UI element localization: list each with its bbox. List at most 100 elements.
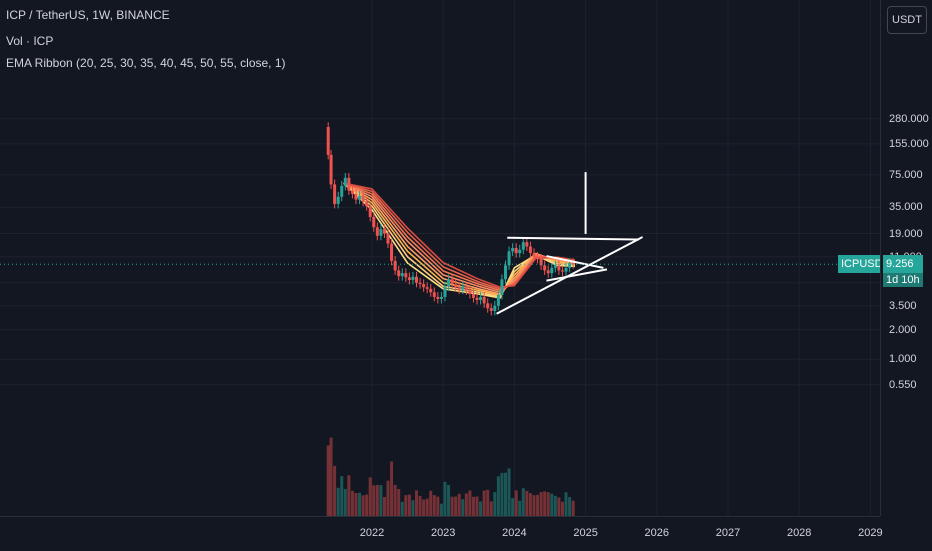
candle-body xyxy=(471,294,475,298)
volume-bar xyxy=(564,492,568,516)
symbol-tag: ICPUSDT xyxy=(838,255,893,274)
candle-body xyxy=(461,286,465,290)
candle-body xyxy=(343,177,347,186)
candle-body xyxy=(450,279,454,285)
candle-body xyxy=(514,248,518,254)
volume-bar xyxy=(386,480,390,516)
price-tick-label: 35.000 xyxy=(889,201,923,214)
volume-bar xyxy=(464,493,468,516)
price-tick-label: 155.000 xyxy=(889,137,929,150)
price-tick-label: 19.000 xyxy=(889,227,923,240)
candle-body xyxy=(489,308,493,311)
candle-body xyxy=(475,297,479,301)
candle-body xyxy=(479,296,483,301)
volume-bar xyxy=(528,493,532,516)
candle-body xyxy=(525,242,529,247)
candle-body xyxy=(411,276,415,280)
volume-bar xyxy=(347,475,351,516)
volume-bar xyxy=(372,485,376,516)
volume-bar xyxy=(418,495,422,516)
volume-bar xyxy=(486,489,490,516)
trend-drawings[interactable] xyxy=(496,172,644,315)
volume-bar xyxy=(354,492,358,516)
ema-line-25 xyxy=(343,182,576,298)
volume-bar xyxy=(393,484,397,516)
volume-bar xyxy=(536,494,540,516)
candle-body xyxy=(347,177,351,191)
volume-bar xyxy=(343,489,347,516)
trendline-drawing[interactable] xyxy=(546,255,604,269)
candle-body xyxy=(521,242,525,250)
candle-body xyxy=(365,201,369,207)
volume-bar xyxy=(553,495,557,516)
candle-body xyxy=(443,286,447,297)
time-tick-label: 2028 xyxy=(786,527,812,539)
chart-canvas[interactable] xyxy=(0,0,880,516)
price-tick-label: 2.000 xyxy=(889,323,917,336)
price-tick-label: 75.000 xyxy=(889,168,923,181)
volume-bar xyxy=(571,500,575,516)
price-tick-label: 280.000 xyxy=(889,112,929,125)
volume-bar xyxy=(375,484,379,516)
volume-bar xyxy=(350,490,354,516)
candle-body xyxy=(560,270,564,272)
candle-body xyxy=(553,265,557,268)
volume-bars xyxy=(326,437,575,516)
candle-body xyxy=(493,305,497,311)
candle-body xyxy=(500,279,504,295)
volume-bar xyxy=(514,490,518,516)
volume-bar xyxy=(489,501,493,516)
price-tick-label: 0.550 xyxy=(889,378,917,391)
candle-body xyxy=(571,263,575,265)
trendline-drawing[interactable] xyxy=(507,236,640,241)
volume-bar xyxy=(404,495,408,516)
candle-body xyxy=(386,233,390,244)
candle-body xyxy=(528,246,532,254)
candle-body xyxy=(539,258,543,266)
candle-body xyxy=(404,273,408,278)
candle-body xyxy=(532,253,536,257)
volume-bar xyxy=(400,501,404,516)
candle-body xyxy=(336,196,340,204)
candle-body xyxy=(397,270,401,277)
candle-body xyxy=(390,243,394,261)
volume-bar xyxy=(482,490,486,516)
candle-body xyxy=(504,265,507,280)
volume-bar xyxy=(411,500,415,516)
candle-body xyxy=(368,206,372,217)
candle-body xyxy=(350,190,354,194)
volume-bar xyxy=(518,500,522,516)
candle-body xyxy=(454,284,458,288)
candle-body xyxy=(511,248,515,252)
volume-bar xyxy=(457,493,461,516)
trendline-drawing[interactable] xyxy=(546,268,608,282)
price-axis[interactable]: USDT 280.000155.00075.00035.00019.00011.… xyxy=(880,0,932,516)
volume-bar xyxy=(340,476,344,516)
candle-body xyxy=(375,227,379,236)
candle-body xyxy=(333,184,337,204)
volume-bar xyxy=(443,481,447,516)
time-axis[interactable]: 2022 2023 2024 2025 2026 2027 2028 2029 xyxy=(0,516,883,551)
legend-volume[interactable]: Vol · ICP xyxy=(6,34,54,48)
legend-symbol[interactable]: ICP / TetherUS, 1W, BINANCE xyxy=(6,8,170,22)
time-tick-label: 2023 xyxy=(430,527,456,539)
volume-bar xyxy=(397,488,401,516)
volume-bar xyxy=(560,501,564,516)
volume-bar xyxy=(333,465,337,516)
candle-body xyxy=(564,267,568,272)
currency-unit-button[interactable]: USDT xyxy=(887,6,927,34)
volume-bar xyxy=(422,499,426,516)
candle-body xyxy=(468,290,472,295)
legend-ema-ribbon[interactable]: EMA Ribbon (20, 25, 30, 35, 40, 45, 50, … xyxy=(6,56,286,70)
volume-bar xyxy=(450,496,454,516)
volume-bar xyxy=(326,445,330,516)
volume-bar xyxy=(361,495,365,516)
candle-body xyxy=(482,296,486,304)
price-tick-label: 3.500 xyxy=(889,299,917,312)
candle-body xyxy=(436,296,440,299)
ema-line-50 xyxy=(343,182,576,290)
candle-body xyxy=(546,270,550,274)
volume-bar xyxy=(454,496,458,516)
volume-bar xyxy=(471,496,475,516)
volume-bar xyxy=(511,498,515,516)
